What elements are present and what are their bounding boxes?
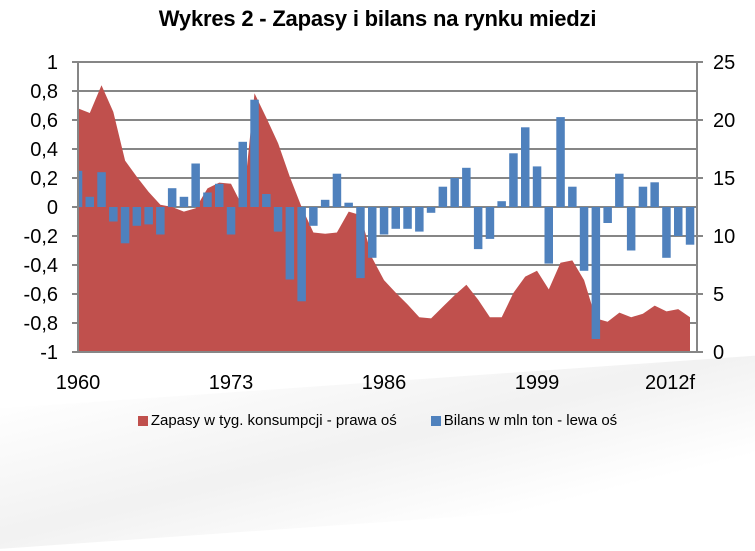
bar — [391, 207, 400, 229]
legend-item-zapasy: Zapasy w tyg. konsumpcji - prawa oś — [137, 412, 397, 429]
series-bars-bilans — [78, 99, 695, 339]
bar — [250, 99, 259, 207]
x-axis-labels: 1960 1973 1986 1999 2012f — [56, 372, 696, 394]
bar — [379, 207, 389, 235]
bar — [650, 182, 659, 207]
legend-item-bilans: Bilans w mln ton - lewa oś — [430, 412, 618, 429]
legend-label: Zapasy w tyg. konsumpcji - prawa oś — [150, 412, 397, 429]
bar — [521, 127, 530, 208]
bar — [344, 202, 353, 207]
svg-text:0: 0 — [47, 197, 58, 219]
bar — [509, 153, 518, 207]
bar — [579, 207, 589, 271]
bar — [462, 167, 471, 207]
bar — [368, 207, 377, 258]
bar — [156, 207, 165, 235]
bar — [638, 186, 648, 207]
bar — [167, 188, 177, 207]
bar — [626, 207, 636, 251]
svg-text:-0,2: -0,2 — [24, 226, 58, 248]
bar — [544, 207, 553, 264]
bar — [85, 196, 94, 207]
bar — [674, 207, 683, 236]
chart-title: Wykres 2 - Zapasy i bilans na rynku mied… — [158, 6, 597, 31]
bar — [532, 166, 542, 207]
bar — [132, 207, 142, 226]
bar — [285, 207, 295, 280]
bar — [662, 207, 671, 258]
bar — [485, 207, 495, 239]
bar — [332, 173, 342, 207]
bar — [685, 207, 695, 245]
bar — [356, 207, 365, 279]
bar — [556, 117, 565, 207]
bar — [203, 192, 212, 207]
svg-text:-0,6: -0,6 — [24, 284, 58, 306]
bar — [403, 207, 412, 229]
bar — [262, 194, 271, 207]
bar — [215, 183, 224, 207]
bar — [473, 207, 483, 250]
bar — [415, 207, 424, 232]
svg-text:10: 10 — [713, 226, 735, 248]
svg-text:20: 20 — [713, 110, 735, 132]
bar — [179, 196, 189, 207]
chart-plot: 1 0,8 0,6 0,4 0,2 0 -0,2 -0,4 -0,6 -0,8 -1 25 20 15 1… — [24, 52, 736, 394]
svg-text:-1: -1 — [40, 342, 58, 364]
svg-text:0: 0 — [713, 342, 724, 364]
svg-text:5: 5 — [713, 284, 724, 306]
bar — [615, 173, 624, 207]
svg-text:1: 1 — [47, 52, 58, 74]
bar — [78, 170, 83, 208]
bar — [320, 199, 330, 208]
bar — [144, 207, 153, 225]
bar — [238, 141, 247, 208]
svg-text:0,8: 0,8 — [30, 81, 58, 103]
bar — [450, 178, 459, 207]
bar — [97, 172, 106, 207]
svg-text:0,2: 0,2 — [30, 168, 58, 190]
svg-text:0,4: 0,4 — [30, 139, 58, 161]
svg-text:1986: 1986 — [362, 372, 407, 394]
bar — [120, 207, 130, 244]
legend-swatch-blue — [430, 415, 441, 426]
bar — [273, 207, 283, 232]
legend: Zapasy w tyg. konsumpcji - prawa oś Bila… — [0, 412, 755, 429]
bar — [309, 207, 318, 226]
bar — [297, 207, 306, 302]
bar — [497, 201, 506, 207]
bar — [603, 207, 612, 223]
bar — [109, 207, 118, 222]
axes — [72, 61, 703, 353]
svg-text:2012f: 2012f — [645, 372, 695, 394]
bar — [438, 186, 448, 207]
left-axis-labels: 1 0,8 0,6 0,4 0,2 0 -0,2 -0,4 -0,6 -0,8 -1 — [24, 52, 58, 364]
svg-text:-0,4: -0,4 — [24, 255, 58, 277]
bar — [568, 186, 577, 207]
legend-swatch-red — [137, 415, 148, 426]
svg-text:1960: 1960 — [56, 372, 101, 394]
svg-text:0,6: 0,6 — [30, 110, 58, 132]
bar — [226, 207, 236, 235]
bar — [426, 207, 436, 213]
svg-text:15: 15 — [713, 168, 735, 190]
legend-label: Bilans w mln ton - lewa oś — [443, 412, 618, 429]
svg-text:-0,8: -0,8 — [24, 313, 58, 335]
svg-text:1999: 1999 — [515, 372, 560, 394]
bar — [591, 207, 601, 339]
svg-text:1973: 1973 — [209, 372, 254, 394]
series-area-zapasy — [78, 85, 690, 352]
bar — [191, 163, 200, 207]
svg-text:25: 25 — [713, 52, 735, 74]
right-axis-labels: 25 20 15 10 5 0 — [713, 52, 735, 364]
